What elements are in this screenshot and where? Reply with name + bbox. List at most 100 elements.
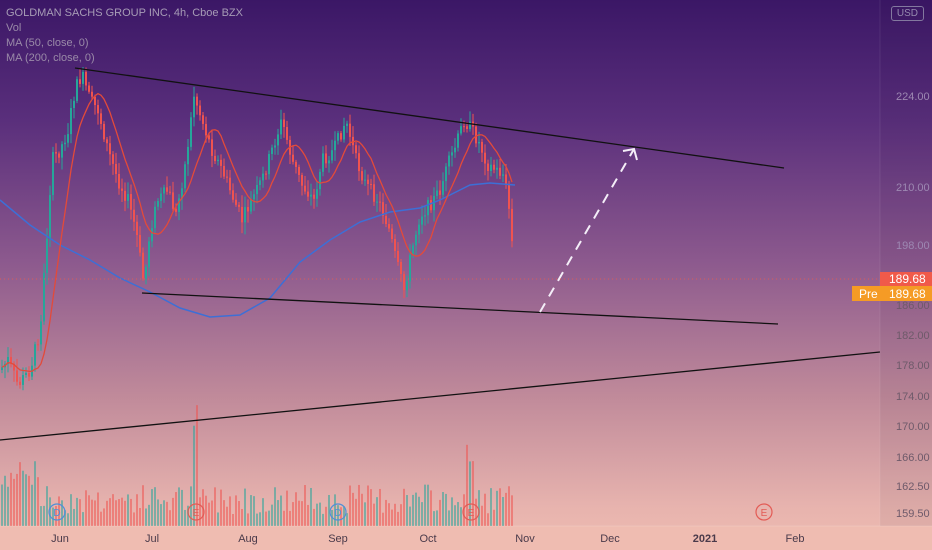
earnings-marker[interactable]: [187, 503, 205, 521]
volume-bar: [319, 502, 321, 526]
pre-label: Pre: [859, 287, 878, 301]
candle-body: [253, 194, 255, 200]
candle-body: [466, 126, 468, 129]
candle-body: [397, 250, 399, 262]
volume-bar: [295, 492, 297, 526]
candle-body: [229, 177, 231, 191]
volume-bar: [298, 500, 300, 526]
candle-body: [448, 155, 450, 167]
ma50-line: [1, 92, 513, 373]
candle-body: [478, 141, 480, 144]
volume-bar: [472, 461, 474, 526]
volume-bar: [475, 498, 477, 526]
volume-bar: [367, 485, 369, 526]
volume-bar: [442, 492, 444, 526]
volume-bar: [487, 513, 489, 526]
volume-bar: [283, 510, 285, 526]
volume-bar: [262, 498, 264, 526]
volume-bar: [13, 478, 15, 526]
earnings-marker[interactable]: [755, 503, 773, 521]
volume-bar: [241, 508, 243, 526]
candle-body: [109, 143, 111, 155]
candles: [1, 67, 513, 391]
legend-volume: Vol: [6, 22, 22, 34]
price-tick-label: 182.00: [896, 330, 930, 342]
volume-bar: [343, 506, 345, 526]
candle-body: [112, 154, 114, 164]
candle-body: [436, 190, 438, 196]
pre-price-label-bg: [852, 286, 932, 301]
candle-body: [262, 173, 264, 181]
volume-bar: [115, 500, 117, 526]
candle-body: [151, 228, 153, 242]
volume-bar: [67, 513, 69, 526]
candle-body: [322, 153, 324, 172]
volume-bar: [310, 487, 312, 526]
dividend-marker[interactable]: [329, 503, 347, 521]
price-axis[interactable]: 224.00210.00198.00194.00186.00182.00178.…: [896, 91, 930, 520]
candle-body: [337, 133, 339, 141]
volume-bar: [145, 508, 147, 526]
volume-bar: [229, 496, 231, 526]
volume-bar: [268, 510, 270, 526]
price-tick-label: 224.00: [896, 91, 930, 103]
candle-body: [370, 183, 372, 185]
price-tick-label: 210.00: [896, 182, 930, 194]
candle-body: [310, 194, 312, 197]
candle-body: [295, 161, 297, 167]
currency-button[interactable]: USD: [890, 6, 924, 21]
volume-bar: [403, 488, 405, 526]
volume-bar: [292, 502, 294, 526]
candle-body: [196, 96, 198, 106]
volume-bar: [37, 477, 39, 526]
candle-body: [400, 261, 402, 275]
price-tick-label: 186.00: [896, 300, 930, 312]
volume-bar: [265, 511, 267, 526]
candle-body: [475, 126, 477, 144]
volume-bar: [106, 500, 108, 526]
candle-body: [268, 154, 270, 175]
candle-body: [73, 100, 75, 109]
earnings-marker[interactable]: [462, 503, 480, 521]
candle-body: [298, 166, 300, 175]
price-axis-panel: [880, 0, 932, 526]
volume-bar: [424, 484, 426, 526]
dividend-marker[interactable]: [48, 503, 66, 521]
volume-bar: [490, 488, 492, 526]
volume-bar: [376, 497, 378, 526]
time-axis-panel: [0, 526, 932, 550]
candle-body: [328, 160, 330, 164]
candle-body: [319, 171, 321, 190]
volume-bar: [34, 461, 36, 526]
candle-body: [265, 173, 267, 175]
candle-body: [175, 208, 177, 212]
time-axis[interactable]: Jun Jul Aug Sep Oct Nov Dec 2021 Feb: [51, 533, 804, 545]
volume-bar: [334, 494, 336, 526]
volume-bar: [412, 494, 414, 526]
volume-bar: [358, 484, 360, 526]
volume-bar: [505, 492, 507, 526]
candle-body: [445, 166, 447, 182]
candle-body: [451, 152, 453, 156]
candle-body: [154, 206, 156, 229]
volume-bar: [427, 484, 429, 526]
volume-bar: [28, 475, 30, 526]
volume-bar: [388, 503, 390, 526]
volume-bar: [307, 504, 309, 526]
volume-bar: [454, 505, 456, 526]
volume-bar: [214, 487, 216, 526]
pre-price-label: 189.68: [889, 287, 926, 301]
volume-bar: [58, 496, 60, 526]
time-tick-label: Jul: [145, 533, 159, 545]
candle-body: [145, 266, 147, 279]
candle-body: [349, 123, 351, 137]
candle-body: [127, 194, 129, 201]
volume-bar: [19, 462, 21, 526]
candle-body: [439, 190, 441, 195]
candle-body: [163, 187, 165, 194]
candle-body: [463, 126, 465, 128]
volume-bar: [121, 497, 123, 526]
candle-body: [511, 208, 513, 242]
